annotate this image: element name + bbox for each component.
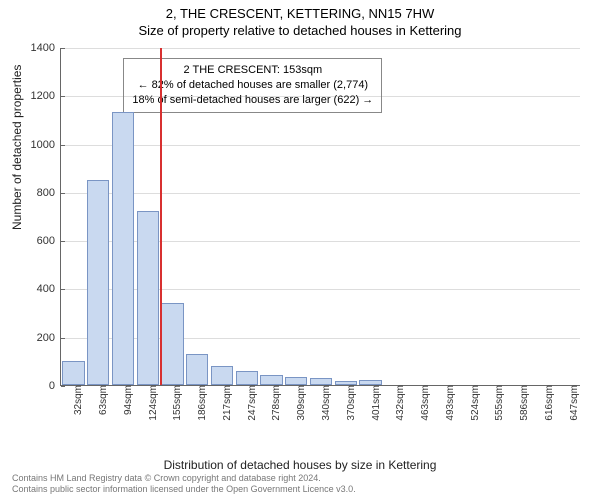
footer-line-2: Contains public sector information licen…: [12, 484, 356, 496]
x-axis-label: Distribution of detached houses by size …: [0, 458, 600, 472]
y-tick-label: 1400: [31, 42, 61, 54]
gridline: [61, 48, 580, 49]
chart-subtitle: Size of property relative to detached ho…: [0, 23, 600, 38]
histogram-bar: [137, 211, 159, 385]
histogram-bar: [87, 180, 109, 385]
y-tick-label: 200: [37, 332, 61, 344]
histogram-bar: [112, 112, 134, 385]
x-tick-label: 309sqm: [292, 385, 307, 421]
gridline: [61, 193, 580, 194]
histogram-bar: [236, 371, 258, 385]
y-tick-label: 1200: [31, 90, 61, 102]
chart-area: 2 THE CRESCENT: 153sqm ← 82% of detached…: [60, 48, 580, 420]
x-tick-label: 278sqm: [267, 385, 282, 421]
x-tick-label: 94sqm: [119, 385, 134, 415]
x-tick-label: 524sqm: [466, 385, 481, 421]
gridline: [61, 96, 580, 97]
y-tick-label: 600: [37, 235, 61, 247]
y-tick-label: 800: [37, 187, 61, 199]
histogram-bar: [310, 378, 332, 385]
x-tick-label: 186sqm: [193, 385, 208, 421]
footer-attribution: Contains HM Land Registry data © Crown c…: [12, 473, 356, 496]
x-tick-label: 217sqm: [218, 385, 233, 421]
x-tick-label: 124sqm: [144, 385, 159, 421]
histogram-bar: [285, 377, 307, 385]
plot-region: 2 THE CRESCENT: 153sqm ← 82% of detached…: [60, 48, 580, 386]
footer-line-1: Contains HM Land Registry data © Crown c…: [12, 473, 356, 485]
reference-annotation: 2 THE CRESCENT: 153sqm ← 82% of detached…: [123, 58, 382, 113]
reference-line: [160, 48, 162, 385]
x-tick-label: 155sqm: [168, 385, 183, 421]
annotation-line-1: 2 THE CRESCENT: 153sqm: [132, 63, 373, 78]
x-tick-label: 586sqm: [515, 385, 530, 421]
gridline: [61, 145, 580, 146]
x-tick-label: 463sqm: [416, 385, 431, 421]
y-tick-label: 400: [37, 283, 61, 295]
x-tick-label: 340sqm: [317, 385, 332, 421]
y-tick-label: 0: [49, 380, 61, 392]
x-tick-label: 493sqm: [441, 385, 456, 421]
x-tick-label: 647sqm: [565, 385, 580, 421]
chart-title: 2, THE CRESCENT, KETTERING, NN15 7HW: [0, 6, 600, 21]
annotation-line-2: ← 82% of detached houses are smaller (2,…: [132, 78, 373, 93]
x-tick-label: 616sqm: [540, 385, 555, 421]
x-tick-label: 63sqm: [94, 385, 109, 415]
histogram-bar: [161, 303, 183, 385]
x-tick-label: 370sqm: [342, 385, 357, 421]
y-axis-label: Number of detached properties: [10, 65, 24, 230]
x-tick-label: 401sqm: [367, 385, 382, 421]
y-tick-label: 1000: [31, 139, 61, 151]
histogram-bar: [186, 354, 208, 385]
x-tick-label: 247sqm: [243, 385, 258, 421]
x-tick-label: 555sqm: [490, 385, 505, 421]
chart-title-block: 2, THE CRESCENT, KETTERING, NN15 7HW Siz…: [0, 0, 600, 38]
histogram-bar: [211, 366, 233, 385]
annotation-line-3: 18% of semi-detached houses are larger (…: [132, 93, 373, 108]
x-tick-label: 32sqm: [69, 385, 84, 415]
histogram-bar: [260, 375, 282, 385]
histogram-bar: [62, 361, 84, 385]
x-tick-label: 432sqm: [391, 385, 406, 421]
